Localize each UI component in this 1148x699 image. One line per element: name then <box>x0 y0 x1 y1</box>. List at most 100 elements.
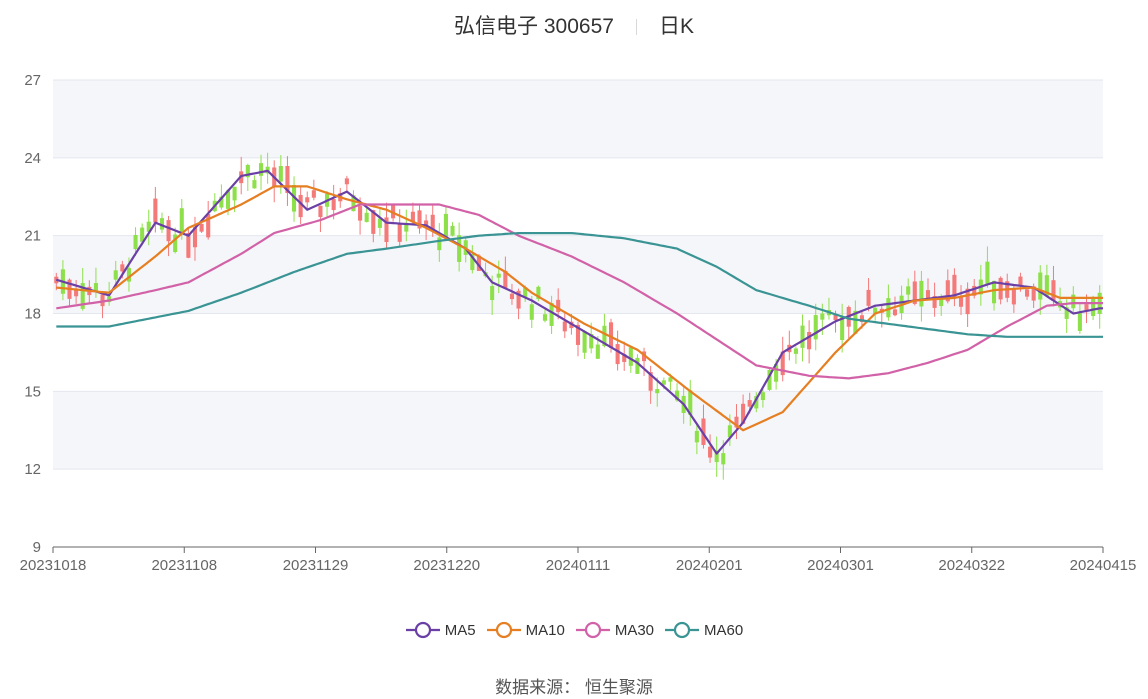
candle-body <box>912 281 917 304</box>
chart-title: 弘信电子 300657 日K <box>0 10 1148 40</box>
candle-body <box>668 377 673 382</box>
candle-body <box>358 206 363 221</box>
candle-body <box>734 416 739 428</box>
candle-body <box>509 293 515 300</box>
candle-body <box>774 364 779 382</box>
candle-body <box>206 214 211 238</box>
candle-body <box>575 324 581 345</box>
candle-body <box>813 315 818 340</box>
candle-body <box>622 354 627 362</box>
candle-body <box>417 210 422 229</box>
candle-body <box>245 164 250 178</box>
candle-body <box>470 253 475 271</box>
candle-body <box>140 227 145 242</box>
candle-body <box>219 196 224 208</box>
candle-body <box>906 286 911 295</box>
candle-body <box>523 287 528 297</box>
candle-body <box>754 396 759 409</box>
candle-body <box>430 214 435 231</box>
candle-body <box>925 290 931 299</box>
candle-body <box>410 211 415 223</box>
candle-body <box>859 315 865 322</box>
candle-body <box>919 280 924 307</box>
candle-body <box>1018 276 1023 286</box>
legend: MA5 MA10 MA30 MA60 <box>0 621 1148 643</box>
candle-body <box>542 314 548 321</box>
candle-body <box>225 190 231 209</box>
candle-body <box>807 331 812 350</box>
y-tick-label: 9 <box>33 539 41 556</box>
candle-body <box>397 224 402 242</box>
candle-body <box>100 294 105 307</box>
ma-line-ma10 <box>56 185 1103 432</box>
candle-body <box>675 390 680 401</box>
candle-body <box>1031 286 1036 301</box>
y-tick-label: 18 <box>24 306 41 323</box>
candle-body <box>1051 280 1056 301</box>
candle-body <box>1038 272 1043 300</box>
candle-body <box>714 450 719 463</box>
candle-body <box>965 288 970 315</box>
candle-body <box>166 220 171 242</box>
candle-body <box>747 400 752 407</box>
legend-label: MA10 <box>525 621 565 639</box>
candle-body <box>318 205 323 218</box>
candle-body <box>741 403 746 424</box>
candle-body <box>457 235 462 262</box>
x-tick-label: 20231220 <box>413 557 480 574</box>
candle-body <box>126 268 131 282</box>
candle-body <box>866 289 871 306</box>
candle-body <box>688 390 693 415</box>
y-tick-label: 12 <box>24 461 41 478</box>
data-source: 数据来源： 恒生聚源 <box>495 678 653 697</box>
ma-line-ma60 <box>56 232 1103 338</box>
candlestick-chart: 9 12 15 18 21 24 27 20231018 20231108 20231129 202… <box>20 72 1137 574</box>
candle-body <box>93 283 98 291</box>
candle-body <box>562 321 567 332</box>
candle-body <box>1084 304 1089 311</box>
candle-body <box>635 357 640 374</box>
candle-body <box>780 351 785 376</box>
x-tick-label: 20231129 <box>283 557 349 574</box>
legend-marker-circle <box>673 621 691 639</box>
candle-body <box>437 237 442 251</box>
candle-body <box>159 218 165 230</box>
candle-body <box>305 197 310 203</box>
candle-body <box>153 198 158 223</box>
candle-body <box>311 190 316 198</box>
candle-body <box>186 232 191 258</box>
candle-body <box>331 199 336 211</box>
legend-item-ma30[interactable]: MA30 <box>575 621 654 639</box>
legend-item-ma5[interactable]: MA5 <box>405 621 476 639</box>
candle-body <box>351 195 356 212</box>
title-separator <box>635 19 637 36</box>
candle-body <box>252 180 257 189</box>
candle-body <box>192 227 198 248</box>
legend-item-ma10[interactable]: MA10 <box>486 621 565 639</box>
grid-band <box>53 469 1103 547</box>
candle-body <box>595 344 600 359</box>
candle-body <box>760 392 765 400</box>
candle-body <box>985 261 990 285</box>
y-tick-label: 27 <box>24 72 41 89</box>
candle-body <box>133 234 138 250</box>
period-label: 日K <box>658 15 694 38</box>
candle-body <box>952 274 957 298</box>
candle-body <box>727 425 732 438</box>
candle-body <box>232 186 237 201</box>
candle-body <box>602 325 607 347</box>
x-tick-label: 20240301 <box>807 557 874 574</box>
candle-body <box>344 178 349 185</box>
candle-body <box>278 166 283 182</box>
candle-body <box>1025 289 1030 297</box>
legend-marker-circle <box>584 621 601 639</box>
candle-body <box>1077 311 1082 331</box>
candle-body <box>199 223 204 232</box>
legend-marker-circle <box>495 621 512 639</box>
grid-band <box>53 157 1103 236</box>
legend-item-ma60[interactable]: MA60 <box>664 621 743 639</box>
legend-marker-icon <box>486 621 521 639</box>
candle-body <box>615 344 620 365</box>
candle-body <box>721 453 726 465</box>
candle-body <box>628 347 633 366</box>
